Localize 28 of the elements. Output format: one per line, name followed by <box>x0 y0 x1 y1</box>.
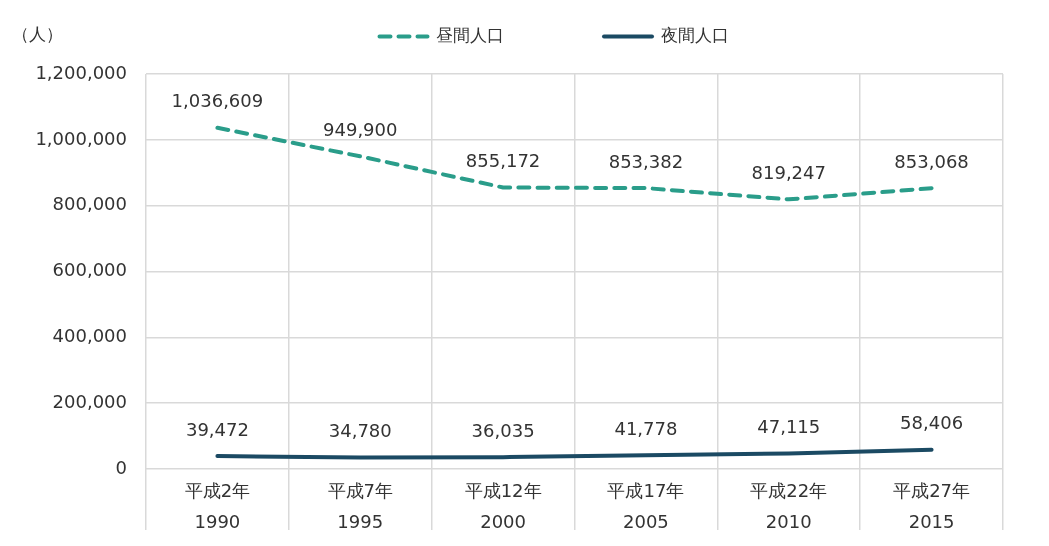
y-tick-label: 1,000,000 <box>35 127 127 149</box>
y-tick-label: 400,000 <box>52 325 127 347</box>
legend-label: 昼間人口 <box>436 24 504 45</box>
data-label: 949,900 <box>323 119 398 140</box>
data-label: 853,382 <box>608 150 684 172</box>
data-label: 39,472 <box>185 418 249 440</box>
legend-label: 夜間人口 <box>660 24 729 45</box>
y-tick-label: 0 <box>115 456 127 478</box>
data-label: 41,778 <box>614 417 678 439</box>
y-tick-label: 600,000 <box>52 259 127 281</box>
y-axis-title: （人） <box>12 24 63 45</box>
y-tick-label: 800,000 <box>52 193 127 215</box>
data-label: 853,068 <box>894 150 969 172</box>
data-label: 34,780 <box>328 420 392 442</box>
x-tick-label: 平成27年 2015 <box>893 479 971 532</box>
x-tick-label: 平成17年 2005 <box>607 479 685 532</box>
data-label: 58,406 <box>900 412 964 434</box>
x-tick-label: 平成12年 2000 <box>464 479 542 532</box>
x-tick-label: 平成2年 1990 <box>184 479 251 532</box>
data-label: 855,172 <box>465 150 541 172</box>
data-label: 36,035 <box>471 419 535 441</box>
y-tick-label: 1,200,000 <box>35 61 127 83</box>
y-tick-label: 200,000 <box>52 390 127 412</box>
x-tick-label: 平成22年 2010 <box>750 479 828 532</box>
data-label: 47,115 <box>757 416 821 438</box>
x-tick-label: 平成7年 1995 <box>327 479 393 532</box>
data-label: 1,036,609 <box>171 90 264 112</box>
data-label: 819,247 <box>751 162 826 183</box>
